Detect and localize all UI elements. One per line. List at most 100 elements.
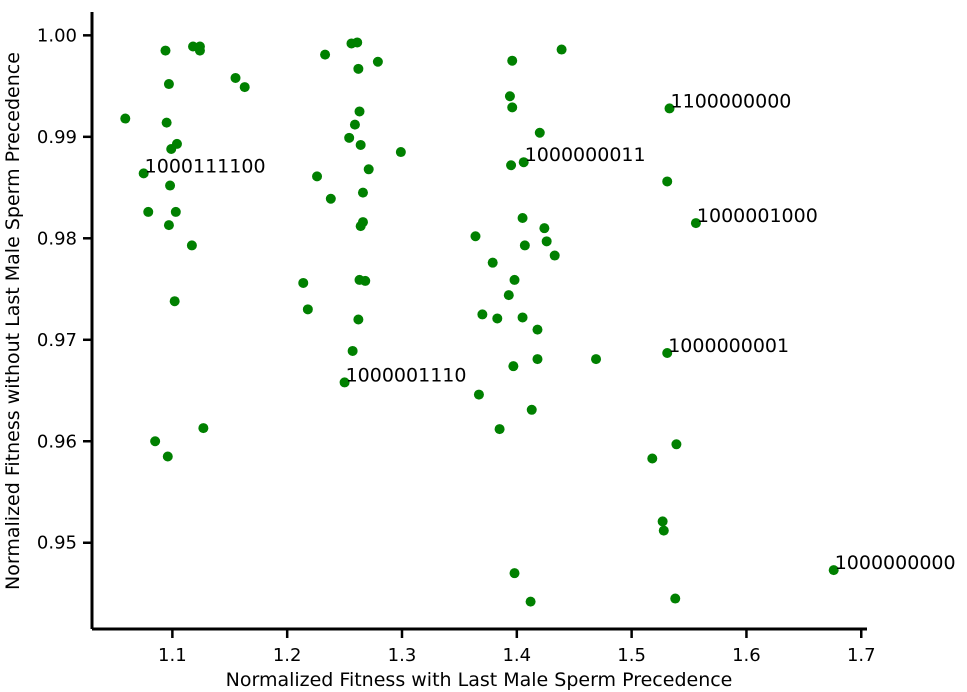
data-point — [354, 106, 365, 117]
y-tick-label: 0.98 — [37, 228, 77, 249]
x-tick-label: 1.4 — [502, 645, 531, 666]
x-tick-label: 1.1 — [158, 645, 187, 666]
data-point — [539, 223, 550, 234]
data-point — [166, 143, 177, 154]
data-point — [532, 354, 543, 365]
data-point — [230, 72, 241, 83]
data-point — [198, 423, 209, 434]
data-point — [161, 117, 172, 128]
data-point — [504, 91, 515, 102]
data-point — [138, 168, 149, 179]
y-tick-label: 0.99 — [37, 127, 77, 148]
data-point — [670, 593, 681, 604]
data-point — [556, 44, 567, 55]
point-annotation-label: 1000001110 — [346, 364, 467, 386]
data-point — [549, 250, 560, 261]
point-annotation-label: 1000000000 — [835, 552, 956, 574]
data-point — [352, 37, 363, 48]
data-point — [671, 439, 682, 450]
data-point — [312, 171, 323, 182]
data-point — [509, 274, 520, 285]
data-point — [525, 596, 536, 607]
data-point — [302, 304, 313, 315]
data-point — [519, 240, 530, 251]
data-point — [828, 565, 839, 576]
data-point — [541, 236, 552, 247]
point-annotation-label: 1000001000 — [697, 205, 818, 227]
data-point — [662, 347, 673, 358]
data-point — [355, 221, 366, 232]
y-tick-label: 0.96 — [37, 431, 77, 452]
data-point — [534, 127, 545, 138]
data-point — [517, 213, 528, 224]
data-point — [487, 257, 498, 268]
point-annotation-label: 1000000001 — [668, 335, 789, 357]
point-annotations: 1100000000 1000111100 1000000011 1000001000… — [145, 90, 956, 574]
data-point — [477, 309, 488, 320]
data-point — [395, 147, 406, 158]
y-tick-label: 0.97 — [37, 330, 77, 351]
x-tick-label: 1.6 — [732, 645, 761, 666]
data-point — [239, 82, 250, 93]
data-point — [143, 206, 154, 217]
y-tick-label: 1.00 — [37, 25, 77, 46]
data-point — [160, 45, 171, 56]
data-point — [658, 525, 669, 536]
y-axis-title: Normalized Fitness without Last Male Spe… — [2, 52, 24, 590]
data-point — [518, 157, 529, 168]
data-point — [170, 206, 181, 217]
data-point — [360, 275, 371, 286]
data-point — [591, 354, 602, 365]
data-point — [508, 361, 519, 372]
data-point — [353, 314, 364, 325]
data-point — [492, 313, 503, 324]
x-axis-title: Normalized Fitness with Last Male Sperm … — [226, 669, 733, 691]
x-tick-label: 1.5 — [617, 645, 646, 666]
data-point — [506, 160, 517, 171]
data-point — [494, 424, 505, 435]
data-point — [647, 453, 658, 464]
data-point — [349, 119, 360, 130]
data-points — [120, 37, 839, 607]
data-point — [347, 345, 358, 356]
data-point — [169, 296, 180, 307]
point-annotation-label: 1000111100 — [145, 155, 266, 177]
data-point — [120, 113, 131, 124]
data-point — [503, 290, 514, 301]
point-annotation-label: 1100000000 — [671, 90, 792, 112]
data-point — [353, 63, 364, 74]
data-point — [532, 324, 543, 335]
x-tick-label: 1.7 — [847, 645, 876, 666]
data-point — [517, 312, 528, 323]
point-annotation-label: 1000000011 — [525, 144, 646, 166]
data-point — [372, 56, 383, 67]
data-point — [325, 193, 336, 204]
data-point — [357, 187, 368, 198]
x-tick-label: 1.3 — [388, 645, 417, 666]
data-point — [690, 218, 701, 229]
data-point — [662, 176, 673, 187]
y-tick-label: 0.95 — [37, 533, 77, 554]
data-point — [507, 55, 518, 66]
y-axis-ticks: 0.95 0.96 0.97 0.98 0.99 1.00 — [37, 25, 92, 554]
data-point — [344, 132, 355, 143]
data-point — [163, 220, 174, 231]
data-point — [664, 103, 675, 114]
data-point — [194, 45, 205, 56]
data-point — [526, 404, 537, 415]
x-tick-label: 1.2 — [273, 645, 302, 666]
data-point — [320, 49, 331, 60]
data-point — [470, 231, 481, 242]
data-point — [298, 277, 309, 288]
data-point — [150, 436, 161, 447]
data-point — [363, 164, 374, 175]
data-point — [473, 389, 484, 400]
data-point — [339, 377, 350, 388]
data-point — [186, 240, 197, 251]
data-point — [507, 102, 518, 113]
data-point — [509, 568, 520, 579]
data-point — [355, 139, 366, 150]
data-point — [163, 79, 174, 90]
data-point — [165, 180, 176, 191]
